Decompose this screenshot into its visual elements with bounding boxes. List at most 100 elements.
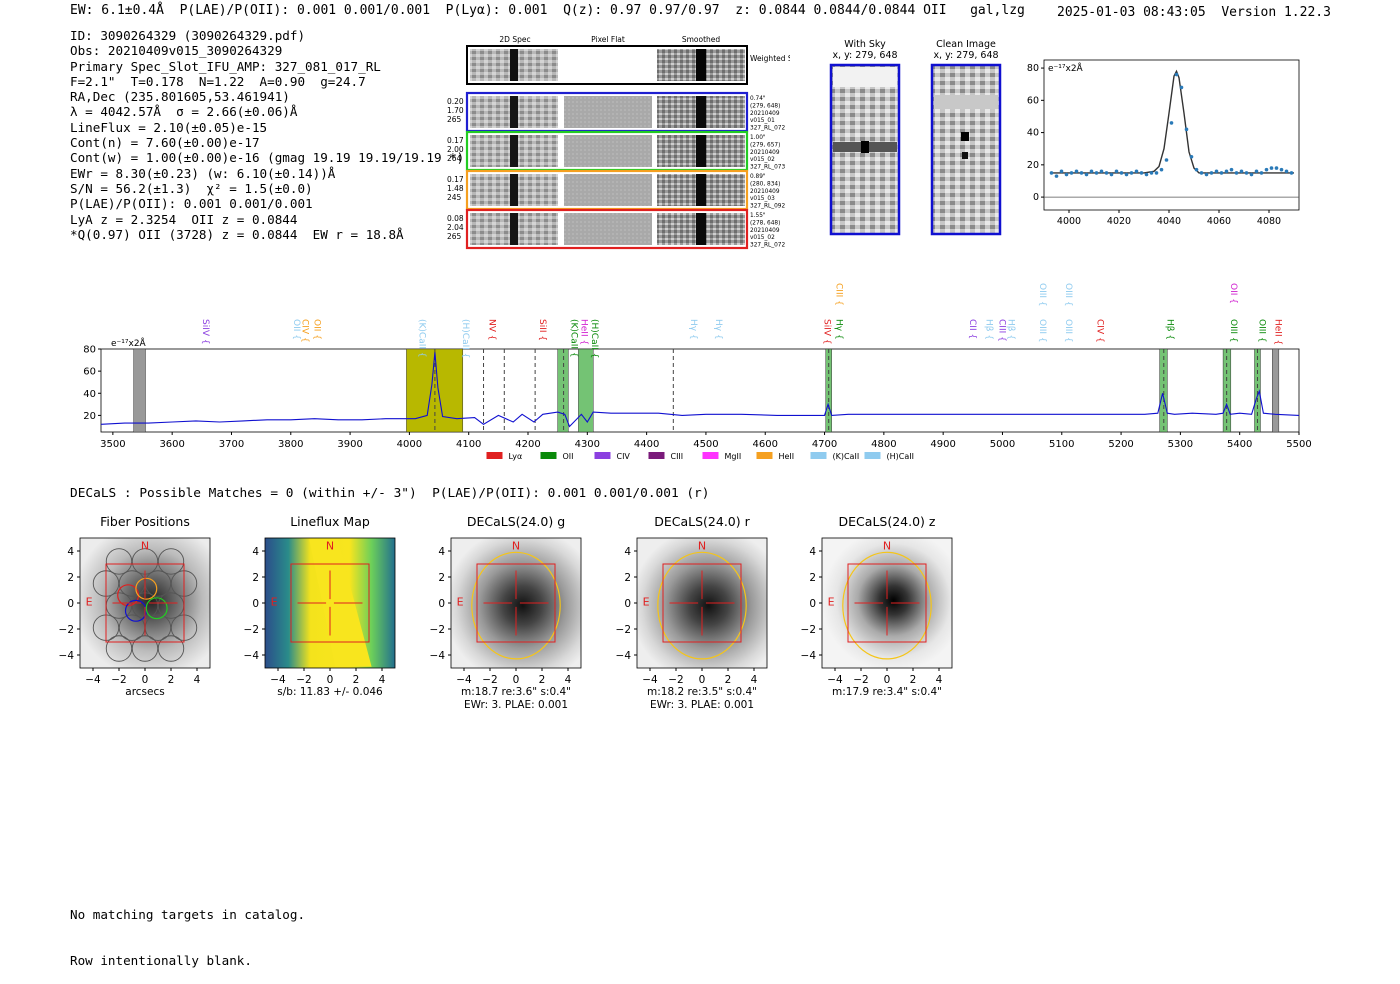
info-line: Primary Spec_Slot_IFU_AMP: 327_081_017_R…	[70, 58, 381, 74]
decals-xtick-label: 0	[884, 674, 891, 686]
spectrum-plot: 3500 3600 3700 3800 3900 4000 4100 4200 4300 4400…	[60, 275, 1320, 465]
decals-panel-title: DECaLS(24.0) g	[467, 514, 565, 529]
cutout-left-value: 0.17	[447, 136, 464, 145]
decals-xtick-label: 0	[513, 674, 520, 686]
fit-xtick-label: 4080	[1257, 216, 1281, 227]
spectrum-xtick-label: 4300	[575, 439, 600, 450]
spectrum-xtick-label: 3600	[159, 439, 184, 450]
cutout-right-value: 327_RL_073	[750, 165, 785, 171]
spectrum-line-label: (H)CaII {	[589, 319, 599, 359]
cutout-flat	[564, 135, 652, 167]
decals-ytick-label: 4	[252, 546, 259, 558]
decals-image	[637, 538, 767, 668]
fit-data-point	[1074, 169, 1079, 174]
fit-data-point	[1229, 167, 1234, 172]
spectrum-line-label: Hγ {	[833, 319, 843, 340]
spectrum-legend-swatch	[702, 452, 719, 459]
decals-ytick-label: −4	[801, 650, 817, 662]
spectrum-line-label: OIII {	[1063, 283, 1073, 307]
cutout-left-value: 0.17	[447, 175, 464, 184]
with-sky-source	[861, 141, 869, 153]
decals-caption: m:18.2 re:3.5" s:0.4"	[647, 686, 757, 698]
fit-data-point	[1179, 85, 1184, 90]
spectrum-line-label: HeII {	[1272, 319, 1282, 345]
spectrum-xtick-label: 3500	[100, 439, 125, 450]
fiber-circle	[105, 548, 133, 575]
decals-caption: m:17.9 re:3.4" s:0.4"	[832, 686, 942, 698]
clean-source2	[962, 152, 968, 159]
spectrum-legend-label: CIII	[670, 452, 683, 461]
info-line: *Q(0.97) OII (3728) z = 0.0844 EW r = 18…	[70, 226, 404, 242]
fit-data-point	[1269, 166, 1274, 170]
fit-ytick-label: 40	[1027, 128, 1039, 139]
cutout-right-value: 0.89"	[750, 174, 766, 180]
spectrum-line-label: Hβ {	[983, 319, 993, 340]
decals-panels: Fiber Positions N E 4 2 0 −2 −4 −4 −2 0 2 4 arcsecs Li…	[50, 510, 980, 725]
fit-xtick-label: 4020	[1107, 216, 1131, 227]
spectrum-line-label: (K)CaII {	[417, 319, 427, 358]
footer-line-1: No matching targets in catalog.	[70, 906, 306, 922]
spectrum-line-label: CII {	[967, 319, 977, 339]
clean-title: Clean Image	[936, 39, 996, 50]
spectrum-ytick-label: 60	[83, 367, 96, 378]
decals-caption-2: EWr: 3. PLAE: 0.001	[650, 699, 754, 711]
decals-summary: DECaLS : Possible Matches = 0 (within +/…	[70, 486, 710, 501]
cutout-right-value: 327_RL_092	[750, 204, 785, 210]
fit-xtick-label: 4040	[1157, 216, 1181, 227]
cutout-right-value: 327_RL_072	[750, 243, 785, 249]
spectrum-ytick-label: 40	[83, 389, 96, 400]
fit-data-point	[1239, 169, 1244, 174]
spectrum-line-label: CIV {	[300, 319, 310, 343]
cutout-flat	[564, 96, 652, 128]
fit-xtick-label: 4000	[1057, 216, 1081, 227]
decals-panel-title: Fiber Positions	[100, 514, 190, 529]
fit-axes-frame	[1043, 59, 1300, 211]
fit-data-point	[1174, 72, 1179, 77]
cutout-right-value: 1.55"	[750, 213, 766, 219]
decals-xtick-label: 4	[194, 674, 201, 686]
fit-data-point	[1164, 158, 1169, 162]
spectrum-legend-label: (K)CaII	[832, 452, 859, 461]
cutout-smoothed-line	[696, 135, 706, 167]
fit-data-point	[1184, 127, 1189, 132]
sky-coords: x, y: 279, 648	[832, 50, 897, 61]
cutout-left-value: 2.04	[447, 223, 464, 232]
cutout-2d-line	[510, 174, 518, 206]
decals-ytick-label: −2	[59, 624, 74, 636]
decals-caption: arcsecs	[125, 686, 164, 698]
decals-ytick-label: −4	[616, 650, 632, 662]
spectrum-unit: e⁻¹⁷x2Å	[111, 337, 147, 349]
cutout-left-value: 1.48	[447, 184, 464, 193]
info-block: ID: 3090264329 (3090264329.pdf) Obs: 2021…	[70, 28, 464, 242]
decals-xtick-label: −4	[827, 674, 843, 686]
info-line: LineFlux = 2.10(±0.05)e-15	[70, 119, 268, 135]
spectrum-line-label: OIII {	[1037, 283, 1047, 307]
fit-data-point	[1194, 167, 1199, 172]
fiber-cutouts-panel: 2D Spec Pixel Flat Smoothed Weighted Sum…	[440, 33, 805, 258]
spectrum-line-label: CIV {	[1094, 319, 1104, 343]
spectrum-xtick-label: 3700	[219, 439, 244, 450]
cutout-right-value: 20210409	[750, 189, 780, 195]
cutout-right-value: (279, 657)	[750, 142, 780, 148]
cutout-right-value: 20210409	[750, 228, 780, 234]
fit-data-point	[1169, 121, 1174, 125]
fiber-circle	[157, 548, 185, 575]
fit-ytick-label: 0	[1033, 192, 1039, 203]
cutout-2d-line	[510, 96, 518, 128]
sky-panels: With Sky x, y: 279, 648 Clean Image x, y…	[825, 37, 1005, 237]
decals-ytick-label: 4	[624, 546, 631, 558]
cutout-2d-line	[510, 135, 518, 167]
weighted-line	[510, 49, 518, 81]
spectrum-line-label: OIII {	[1063, 319, 1073, 343]
fit-xtick-label: 4060	[1207, 216, 1231, 227]
decals-xtick-label: −4	[85, 674, 101, 686]
decals-caption: m:18.7 re:3.6" s:0.4"	[461, 686, 571, 698]
with-sky-band	[833, 67, 897, 87]
spectrum-line-label: OII {	[1228, 283, 1238, 304]
decals-xtick-label: −4	[456, 674, 472, 686]
spectrum-svg: 3500 3600 3700 3800 3900 4000 4100 4200 4300 4400…	[83, 283, 1311, 461]
fit-data-point	[1254, 169, 1259, 174]
decals-panel: Fiber Positions N E 4 2 0 −2 −4 −4 −2 0 2 4 arcsecs	[59, 514, 211, 698]
